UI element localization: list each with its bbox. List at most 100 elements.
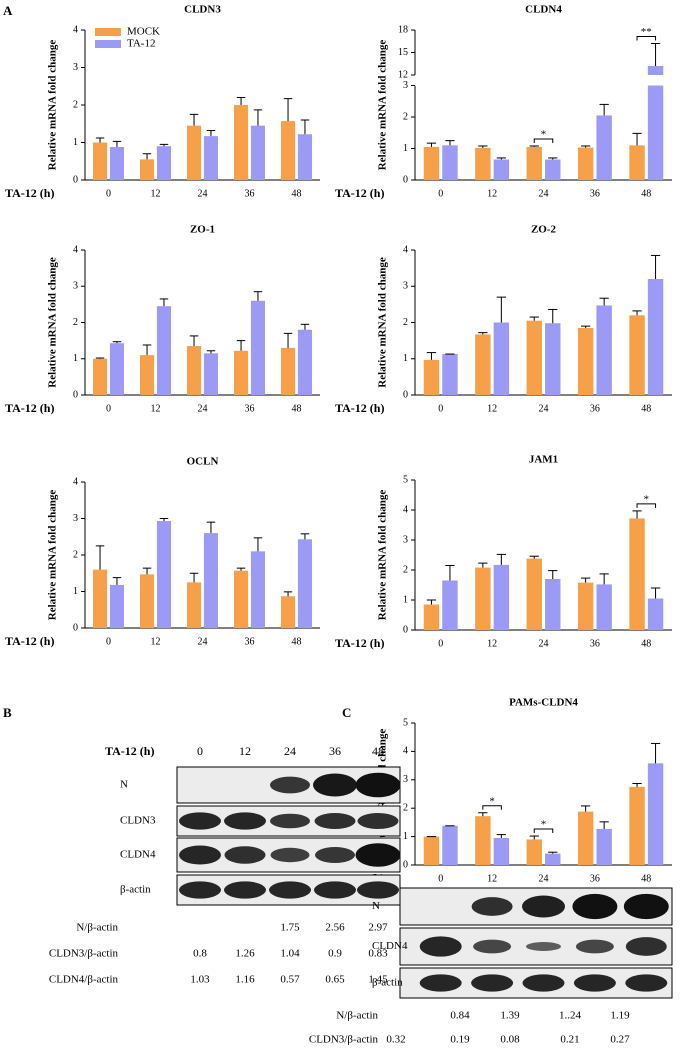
bar xyxy=(577,147,594,180)
blot-column-label: 12 xyxy=(239,744,251,758)
x-tick-label: 12 xyxy=(151,403,161,414)
y-tick-label: 0 xyxy=(73,622,78,633)
blot-column-label: 36 xyxy=(329,744,341,758)
x-tick-label: 0 xyxy=(438,188,443,199)
x-tick-label: 36 xyxy=(590,403,600,414)
bar xyxy=(423,836,440,865)
x-tick-label: 48 xyxy=(641,188,651,199)
x-tick-label: 48 xyxy=(641,638,651,649)
y-tick-label: 4 xyxy=(73,476,78,487)
bar xyxy=(647,763,664,865)
bar xyxy=(647,66,664,180)
panel-label: A xyxy=(3,3,13,18)
y-tick-label: 1 xyxy=(73,137,78,148)
quant-value: 1.19 xyxy=(610,1010,630,1022)
blot-band xyxy=(573,974,616,992)
bar xyxy=(493,838,510,865)
bar xyxy=(156,306,172,395)
blot-band xyxy=(179,845,221,865)
bar xyxy=(109,343,125,395)
bar xyxy=(596,305,612,395)
blot-band xyxy=(419,974,462,992)
y-tick-label: 3 xyxy=(403,774,408,785)
bar xyxy=(629,315,645,395)
bar xyxy=(280,596,296,628)
bar xyxy=(109,147,125,180)
y-tick-label: 2 xyxy=(73,99,78,110)
quant-value: 0.83 xyxy=(368,948,388,960)
x-tick-label: 12 xyxy=(487,403,497,414)
x-tick-label: 48 xyxy=(292,403,302,414)
y-tick-label: 1 xyxy=(403,594,408,605)
y-tick-label: 3 xyxy=(73,62,78,73)
y-tick-label: 3 xyxy=(73,281,78,292)
blot-band xyxy=(314,881,356,899)
blot-band xyxy=(313,773,357,797)
quant-label: N/β-actin xyxy=(336,1010,378,1022)
panel-label: B xyxy=(3,705,12,720)
bar xyxy=(647,279,664,395)
chart-title: ZO-1 xyxy=(190,224,215,236)
bar xyxy=(629,145,645,180)
blot-band xyxy=(522,974,565,992)
chart-title: ZO-2 xyxy=(531,224,557,236)
x-tick-label: 12 xyxy=(487,188,497,199)
bar xyxy=(423,604,440,630)
quant-value: 2.97 xyxy=(368,922,388,934)
bar xyxy=(596,115,612,180)
x-tick-label: 36 xyxy=(590,188,600,199)
significance-bracket xyxy=(636,36,657,41)
blot-band xyxy=(270,847,310,863)
x-tick-label: 24 xyxy=(539,403,549,414)
quant-value: 1.45 xyxy=(368,974,388,986)
y-axis-label: Relative mRNA fold change xyxy=(377,257,389,388)
bar xyxy=(475,816,491,865)
bar xyxy=(475,147,491,180)
quant-value: 1..24 xyxy=(559,1010,582,1022)
y-tick-label: 15 xyxy=(398,47,408,58)
y-tick-label: 1 xyxy=(403,353,408,364)
x-tick-label: 48 xyxy=(641,403,651,414)
legend-swatch xyxy=(95,28,121,36)
bar xyxy=(493,322,510,395)
blot-band xyxy=(623,893,669,920)
y-tick-label: 0 xyxy=(73,174,78,185)
y-tick-label: 1 xyxy=(403,831,408,842)
bar xyxy=(442,825,458,865)
bar xyxy=(139,159,155,180)
bar xyxy=(647,598,664,630)
x-axis-label: TA-12 (h) xyxy=(5,186,54,200)
bar xyxy=(493,159,510,180)
quant-label: CLDN3/β-actin xyxy=(309,1034,379,1046)
blot-row-label: N xyxy=(120,779,128,791)
chart-title: CLDN3 xyxy=(184,4,221,16)
bar xyxy=(526,558,542,630)
y-tick-label: 1 xyxy=(73,586,78,597)
quant-value: 0.32 xyxy=(386,1034,405,1046)
blot-header-label: TA-12 (h) xyxy=(105,744,154,758)
chart-title: JAM1 xyxy=(529,454,558,466)
y-axis-label: Relative mRNA fold change xyxy=(377,40,389,171)
blot-column-label: 48 xyxy=(372,744,384,758)
y-tick-label: 0 xyxy=(403,389,408,400)
blot-band xyxy=(419,936,462,957)
quant-label: N/β-actin xyxy=(76,922,118,934)
chart-title: CLDN4 xyxy=(525,4,562,16)
blot-row-label: N xyxy=(372,900,380,912)
blot-band xyxy=(625,974,668,992)
blot-band xyxy=(270,813,310,829)
blot-band xyxy=(471,897,513,916)
x-tick-label: 12 xyxy=(487,638,497,649)
x-tick-label: 36 xyxy=(590,873,600,884)
blot-band xyxy=(269,881,311,899)
bar xyxy=(203,353,219,395)
x-tick-label: 36 xyxy=(245,188,255,199)
blot-band xyxy=(270,776,310,794)
bar xyxy=(526,839,542,865)
y-tick-label: 18 xyxy=(398,24,408,35)
bar xyxy=(233,350,249,395)
quant-value: 0.27 xyxy=(610,1034,630,1046)
legend-label: MOCK xyxy=(127,26,160,38)
legend-swatch xyxy=(95,40,121,48)
